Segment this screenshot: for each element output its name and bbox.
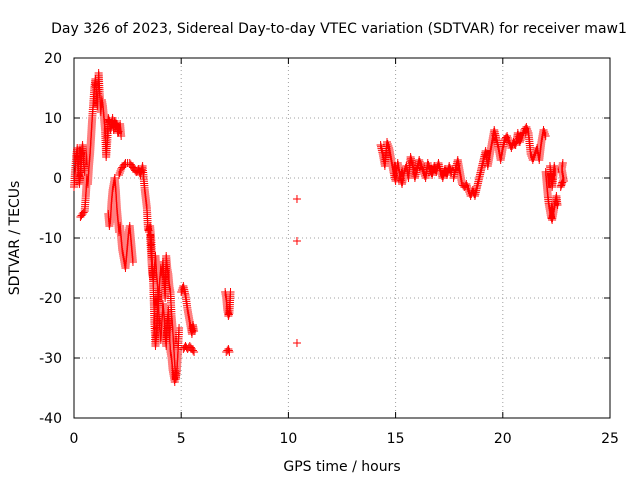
data-point	[518, 132, 527, 140]
data-point	[418, 164, 427, 172]
y-tick-label: -40	[39, 411, 62, 427]
data-point	[415, 158, 424, 166]
y-tick-label: 0	[53, 171, 62, 187]
data-point	[463, 184, 472, 192]
y-tick-label: -10	[39, 231, 62, 247]
data-point	[224, 310, 233, 319]
data-point	[540, 128, 549, 136]
data-point	[224, 346, 233, 355]
data-point	[116, 167, 125, 175]
data-point	[507, 144, 516, 152]
data-point	[226, 288, 235, 296]
x-tick-label: 25	[601, 431, 619, 447]
data-point	[445, 162, 454, 170]
data-point	[503, 134, 512, 142]
data-point	[558, 159, 567, 167]
data-point	[558, 178, 567, 187]
data-point	[292, 195, 301, 203]
x-tick-label: 5	[177, 431, 186, 447]
axis-ticks	[73, 57, 611, 419]
data-point	[383, 138, 392, 146]
data-point	[383, 140, 392, 148]
data-point	[115, 169, 124, 177]
data-point	[463, 182, 472, 190]
x-tick-label: 10	[279, 431, 297, 447]
x-tick-label: 20	[494, 431, 512, 447]
data-point	[541, 132, 550, 140]
x-tick-label: 15	[387, 431, 405, 447]
data-point	[292, 339, 301, 347]
data-point	[190, 327, 199, 335]
data-point	[504, 136, 513, 144]
data-point	[539, 126, 548, 134]
data-point	[503, 132, 512, 140]
y-tick-labels: -40 -30 -20 -10 0 10 20	[39, 51, 62, 427]
data-point	[423, 159, 432, 167]
data-point	[518, 130, 527, 138]
y-tick-label: -20	[39, 291, 62, 307]
data-point	[523, 125, 532, 133]
data-point	[516, 136, 525, 144]
data-point	[517, 134, 526, 142]
grid	[74, 58, 610, 418]
data-points	[70, 69, 568, 386]
data-point	[523, 127, 532, 135]
data-point	[188, 346, 197, 355]
data-point	[522, 123, 531, 131]
data-point	[515, 138, 524, 146]
chart-title: Day 326 of 2023, Sidereal Day-to-day VTE…	[51, 21, 627, 37]
y-tick-label: 20	[44, 51, 62, 67]
data-point	[445, 164, 454, 172]
data-point	[128, 258, 137, 266]
data-point	[115, 171, 124, 179]
data-point	[384, 142, 393, 150]
y-tick-label: -30	[39, 351, 62, 367]
data-point	[540, 130, 549, 138]
data-point	[170, 378, 179, 386]
data-point	[553, 201, 562, 209]
data-point	[79, 208, 88, 217]
data-point	[417, 162, 426, 170]
data-point	[225, 348, 234, 356]
y-tick-label: 10	[44, 111, 62, 127]
data-point	[462, 180, 471, 188]
data-point	[175, 324, 184, 332]
data-point	[292, 237, 301, 245]
data-point	[117, 132, 126, 140]
data-point	[416, 160, 425, 168]
data-point	[425, 163, 434, 171]
data-point	[551, 168, 560, 176]
data-point	[415, 156, 424, 164]
x-axis-label: GPS time / hours	[283, 459, 400, 475]
x-tick-label: 0	[70, 431, 79, 447]
data-point	[446, 166, 455, 174]
y-axis-label: SDTVAR / TECUs	[7, 181, 23, 296]
x-tick-labels: 0 5 10 15 20 25	[70, 431, 619, 447]
data-point	[418, 166, 427, 174]
data-point	[190, 348, 199, 356]
data-point	[424, 161, 433, 169]
